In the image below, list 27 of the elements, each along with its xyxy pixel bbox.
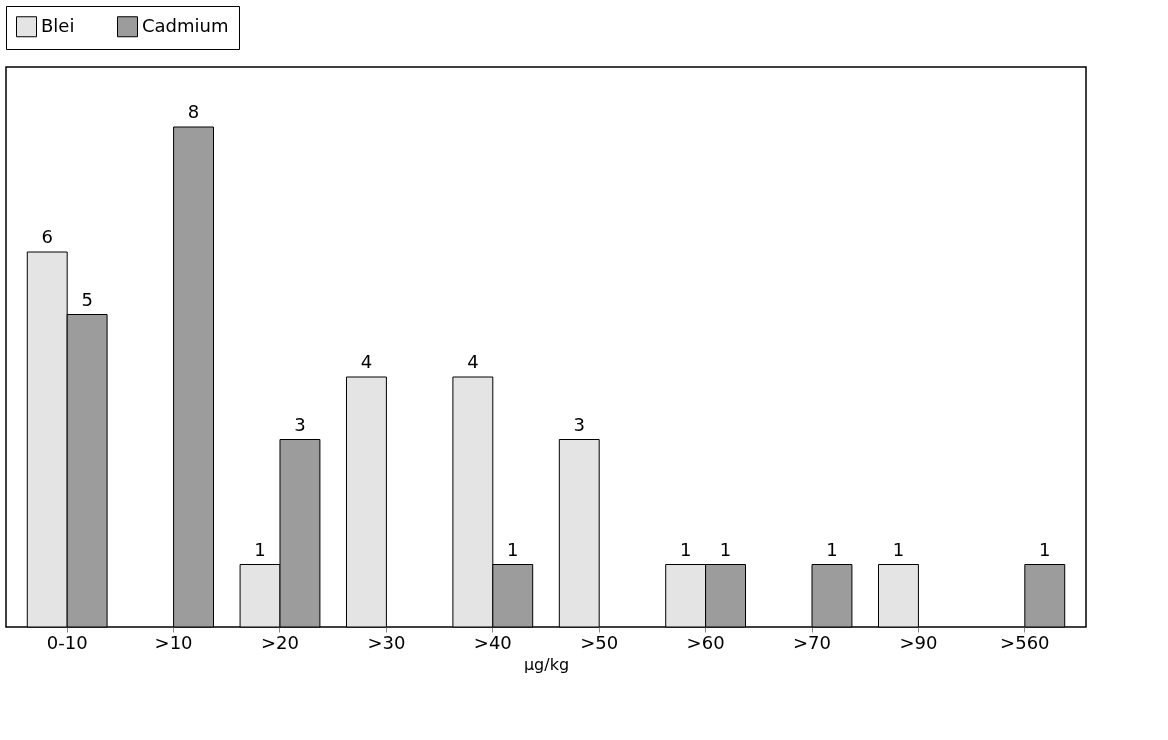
data-label: 3: [294, 413, 306, 435]
data-label: 4: [467, 351, 479, 372]
data-label: 5: [81, 288, 93, 310]
x-tick-label: >10: [154, 631, 193, 653]
x-tick-label: >20: [260, 631, 299, 653]
x-tick-label: 0-10: [46, 631, 88, 653]
x-tick-label: >50: [580, 631, 619, 653]
data-label: 8: [187, 101, 200, 122]
data-label: 1: [507, 538, 519, 560]
data-label: 3: [573, 413, 585, 435]
data-label: 1: [826, 538, 838, 560]
data-label: 4: [360, 351, 373, 372]
data-label: 1: [892, 538, 905, 560]
data-label: 1: [1039, 538, 1051, 560]
data-label: 1: [679, 538, 692, 560]
x-tick-label: >30: [367, 631, 406, 653]
legend-label: Blei: [41, 14, 75, 36]
data-label: 1: [719, 538, 732, 560]
x-tick-label: >60: [686, 631, 725, 653]
data-label: 1: [254, 538, 266, 560]
data-label: 6: [41, 226, 53, 247]
x-tick-label: >90: [899, 631, 938, 653]
x-tick-label: >40: [473, 631, 512, 653]
legend-label: Cadmium: [142, 14, 229, 36]
x-tick-label: >70: [793, 631, 832, 653]
x-tick-label: >560: [1000, 631, 1050, 653]
x-axis-title: µg/kg: [523, 654, 570, 674]
